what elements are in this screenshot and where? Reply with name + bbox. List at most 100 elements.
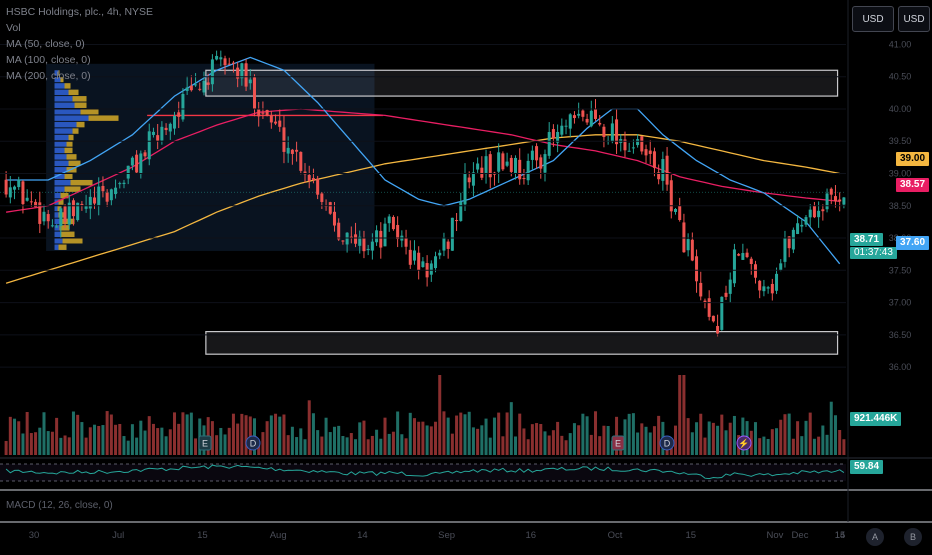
volume-profile-sell-bar [59, 225, 70, 231]
volume-bar [324, 417, 328, 455]
event-markers[interactable]: E D E D ⚡ [198, 435, 752, 451]
volume-profile-buy-bar [54, 70, 59, 76]
candle-body [488, 154, 492, 178]
candle-body [749, 258, 753, 264]
ma200-line [5, 134, 840, 284]
event-marker-label: ⚡ [738, 438, 749, 450]
volume-bar [518, 413, 522, 455]
volume-bar [231, 413, 235, 455]
volume-bar [682, 375, 686, 455]
price-axis[interactable]: 41.0040.5040.0039.5039.0038.5038.0037.50… [0, 0, 911, 522]
bottom-button-a[interactable]: A [866, 528, 884, 546]
volume-profile-buy-bar [54, 154, 67, 160]
volume-bar [265, 421, 269, 455]
volume-bar [400, 434, 404, 455]
candle-body [821, 209, 825, 212]
event-marker-label: E [615, 439, 621, 449]
candle-body [640, 136, 644, 152]
volume-bar [109, 414, 113, 455]
volume-bar [535, 423, 539, 455]
earnings-badge [611, 435, 625, 451]
volume-bar [404, 438, 408, 455]
symbol-title[interactable]: HSBC Holdings, plc., 4h, NYSE [6, 6, 154, 18]
volume-bar [185, 414, 189, 455]
candle-body [535, 146, 539, 161]
candle-body [783, 238, 787, 262]
time-axis-label: Dec [792, 530, 809, 541]
volume-bar [114, 424, 118, 455]
volume-bar [135, 437, 139, 455]
dividend-icon[interactable]: D [659, 435, 675, 451]
candle-body [581, 110, 585, 117]
macd-legend[interactable]: MACD (12, 26, close, 0) [6, 500, 113, 511]
candle-body [164, 127, 168, 131]
candle-body [231, 62, 235, 64]
volume-bar [408, 412, 412, 455]
legend-ma-100[interactable]: MA (100, close, 0) [6, 54, 91, 66]
candle-body [551, 129, 555, 139]
time-axis[interactable]: 30 Jul 15 Aug 14 Sep 16 Oct 15 Nov 14 Dec 15 [29, 530, 846, 541]
volume-bar [817, 436, 821, 455]
bottom-button-b[interactable]: B [904, 528, 922, 546]
ma50-price-tag: 37.60 [896, 236, 930, 250]
volume-profile-buy-bar [54, 173, 65, 179]
volume-bar [602, 425, 606, 455]
currency-button-2[interactable]: USD [898, 6, 930, 32]
rsi-line [5, 464, 845, 480]
candle-body [8, 187, 12, 198]
volume-bar [391, 431, 395, 455]
legend-ma-50[interactable]: MA (50, close, 0) [6, 38, 85, 50]
volume-bar [657, 415, 661, 455]
volume-bar [530, 424, 534, 455]
candle-body [716, 325, 720, 334]
drawing-rectangles[interactable] [205, 69, 839, 355]
chart-legend: HSBC Holdings, plc., 4h, NYSE Vol MA (50… [6, 4, 153, 84]
candle-body [560, 125, 564, 135]
volume-profile-buy-bar [54, 141, 67, 147]
volume-bar [467, 411, 471, 455]
volume-bar [244, 415, 248, 455]
last-price-tag: 38.71 [850, 233, 884, 246]
candle-body [842, 197, 846, 205]
earnings-icon[interactable]: E [611, 435, 625, 451]
earnings-icon[interactable]: E [198, 435, 212, 451]
volume-profile-buy-bar [54, 192, 61, 199]
dividend-icon[interactable]: D [245, 435, 261, 451]
legend-ma-200[interactable]: MA (200, close, 0) [6, 70, 91, 82]
candle-body [122, 182, 126, 184]
volume-bar [286, 435, 290, 455]
candle-body [88, 196, 92, 209]
candle-body [779, 263, 783, 271]
split-icon[interactable]: ⚡ [736, 435, 752, 451]
volume-profile-buy-bar [54, 76, 61, 83]
volume-bar [585, 416, 589, 455]
volume-bar [800, 436, 804, 455]
legend-vol[interactable]: Vol [6, 22, 21, 34]
volume-bar [833, 415, 837, 455]
volume-profile-buy-bar [54, 225, 60, 231]
candle-body [93, 197, 97, 204]
candle-body [358, 236, 362, 246]
volume-bar [396, 411, 400, 455]
volume-bar [316, 430, 320, 455]
volume-bar [648, 432, 652, 455]
volume-bar [459, 412, 463, 455]
volume-bar [181, 412, 185, 455]
volume-bar [118, 423, 122, 455]
currency-button-1[interactable]: USD [852, 6, 894, 32]
candle-body [34, 201, 38, 208]
candle-body [269, 115, 273, 123]
candle-body [135, 154, 139, 173]
candle-body [720, 296, 724, 330]
volume-bar [690, 432, 694, 455]
volume-profile-sell-bar [60, 76, 64, 83]
candle-body [341, 240, 345, 242]
volume-bar [126, 440, 130, 455]
candle-body [421, 261, 425, 268]
candle-body [804, 217, 808, 225]
volume-profile-sell-bar [66, 154, 77, 160]
event-marker-label: D [250, 439, 257, 449]
volume-bar [425, 425, 429, 455]
